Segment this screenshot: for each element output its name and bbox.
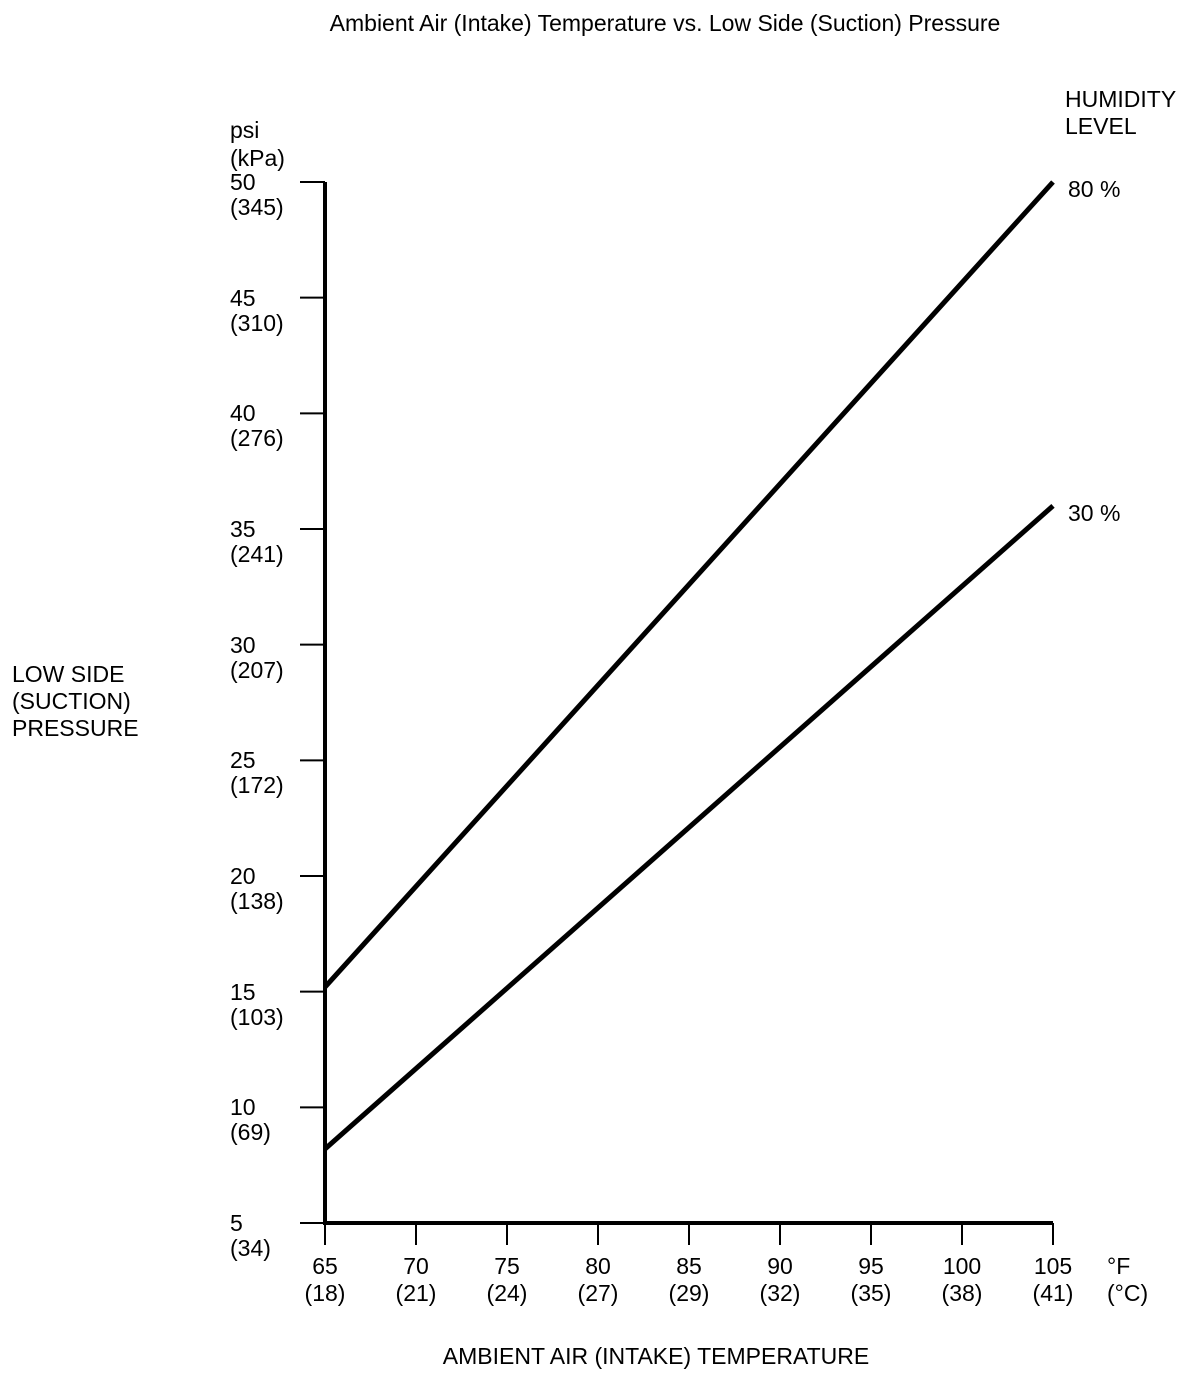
x-tick-label: 65 (18) bbox=[305, 1253, 346, 1307]
y-tick-label: 35 (241) bbox=[230, 517, 284, 567]
y-tick-label: 50 (345) bbox=[230, 170, 284, 220]
series-label-0: 80 % bbox=[1068, 176, 1121, 202]
series-line-0 bbox=[323, 180, 1055, 989]
series-label-1: 30 % bbox=[1068, 500, 1121, 526]
x-tick-f-value: 90 bbox=[767, 1253, 793, 1279]
y-tick-kpa-value: (69) bbox=[230, 1119, 271, 1145]
y-tick-kpa-value: (345) bbox=[230, 194, 284, 220]
x-axis-unit-secondary: (°C) bbox=[1107, 1280, 1149, 1306]
y-tick-label: 15 (103) bbox=[230, 980, 284, 1030]
y-tick-psi-value: 5 bbox=[230, 1210, 243, 1236]
y-tick-label: 20 (138) bbox=[230, 864, 284, 914]
x-axis-unit-label: °F (°C) bbox=[1107, 1253, 1148, 1307]
x-tick-c-value: (38) bbox=[941, 1280, 983, 1306]
x-tick-f-value: 70 bbox=[403, 1253, 429, 1279]
x-tick-label: 70 (21) bbox=[396, 1253, 437, 1307]
y-tick-psi-value: 35 bbox=[230, 516, 256, 542]
y-tick-label: 45 (310) bbox=[230, 286, 284, 336]
y-tick-psi-value: 40 bbox=[230, 400, 256, 426]
x-tick-c-value: (35) bbox=[850, 1280, 892, 1306]
y-tick-psi-value: 20 bbox=[230, 863, 256, 889]
x-tick-f-value: 85 bbox=[676, 1253, 702, 1279]
x-tick-f-value: 105 bbox=[1033, 1253, 1073, 1279]
y-tick-psi-value: 50 bbox=[230, 169, 256, 195]
x-tick-label: 95 (35) bbox=[851, 1253, 892, 1307]
x-tick-f-value: 75 bbox=[494, 1253, 520, 1279]
y-axis-unit-label: psi (kPa) bbox=[230, 116, 285, 172]
x-tick-c-value: (18) bbox=[304, 1280, 346, 1306]
y-tick-label: 25 (172) bbox=[230, 748, 284, 798]
x-tick-c-value: (21) bbox=[395, 1280, 437, 1306]
y-tick-kpa-value: (172) bbox=[230, 772, 284, 798]
x-tick-f-value: 80 bbox=[585, 1253, 611, 1279]
x-tick-f-value: 100 bbox=[942, 1253, 982, 1279]
x-tick-c-value: (29) bbox=[668, 1280, 710, 1306]
y-tick-kpa-value: (103) bbox=[230, 1004, 284, 1030]
x-tick-c-value: (41) bbox=[1032, 1280, 1074, 1306]
x-tick-label: 90 (32) bbox=[760, 1253, 801, 1307]
y-tick-psi-value: 45 bbox=[230, 285, 256, 311]
y-tick-psi-value: 10 bbox=[230, 1094, 256, 1120]
legend-title: HUMIDITY LEVEL bbox=[1065, 86, 1177, 139]
x-tick-f-value: 65 bbox=[312, 1253, 338, 1279]
x-tick-label: 75 (24) bbox=[487, 1253, 528, 1307]
y-tick-kpa-value: (276) bbox=[230, 425, 284, 451]
y-tick-label: 30 (207) bbox=[230, 633, 284, 683]
y-axis-title: LOW SIDE (SUCTION) PRESSURE bbox=[12, 661, 139, 741]
y-axis-unit-primary: psi bbox=[230, 117, 260, 143]
x-tick-c-value: (27) bbox=[577, 1280, 619, 1306]
y-tick-psi-value: 25 bbox=[230, 747, 256, 773]
y-tick-label: 40 (276) bbox=[230, 401, 284, 451]
y-tick-kpa-value: (34) bbox=[230, 1235, 271, 1261]
x-tick-label: 100 (38) bbox=[942, 1253, 983, 1307]
y-axis-unit-secondary: (kPa) bbox=[230, 145, 285, 171]
y-tick-psi-value: 30 bbox=[230, 632, 256, 658]
y-tick-label: 10 (69) bbox=[230, 1095, 271, 1145]
x-axis-title: AMBIENT AIR (INTAKE) TEMPERATURE bbox=[442, 1343, 870, 1369]
series-line-1 bbox=[323, 503, 1055, 1151]
x-tick-label: 80 (27) bbox=[578, 1253, 619, 1307]
y-tick-kpa-value: (241) bbox=[230, 541, 284, 567]
x-tick-c-value: (24) bbox=[486, 1280, 528, 1306]
x-tick-f-value: 95 bbox=[858, 1253, 884, 1279]
x-tick-label: 105 (41) bbox=[1033, 1253, 1074, 1307]
chart-title: Ambient Air (Intake) Temperature vs. Low… bbox=[329, 10, 1001, 36]
y-tick-psi-value: 15 bbox=[230, 979, 256, 1005]
x-tick-c-value: (32) bbox=[759, 1280, 801, 1306]
y-tick-label: 5 (34) bbox=[230, 1211, 271, 1261]
y-tick-kpa-value: (138) bbox=[230, 888, 284, 914]
y-tick-kpa-value: (310) bbox=[230, 310, 284, 336]
y-tick-kpa-value: (207) bbox=[230, 657, 284, 683]
x-axis-unit-primary: °F bbox=[1107, 1253, 1131, 1279]
x-tick-label: 85 (29) bbox=[669, 1253, 710, 1307]
